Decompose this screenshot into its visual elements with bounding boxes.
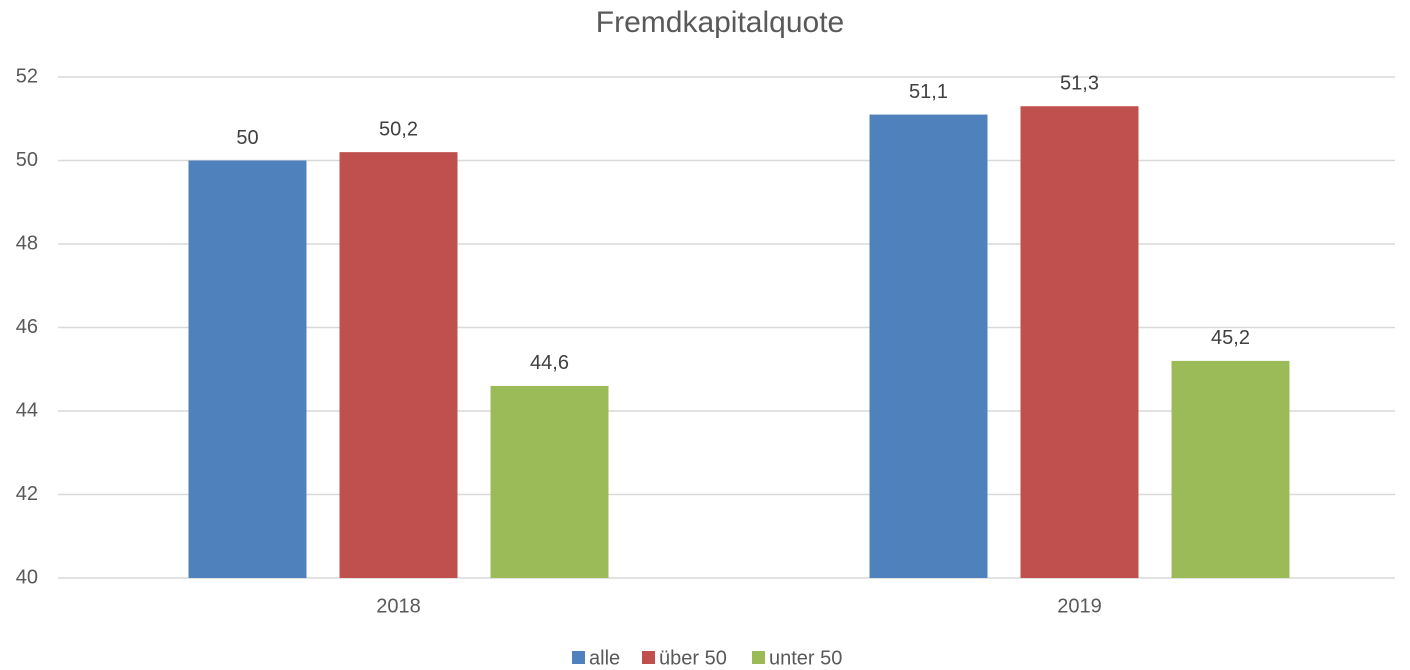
y-tick-label: 44: [16, 399, 38, 421]
bar: [188, 160, 307, 578]
legend-swatch: [572, 651, 585, 664]
data-label: 51,1: [909, 81, 948, 103]
data-label: 50,2: [379, 118, 418, 140]
x-tick-label: 2018: [376, 595, 421, 617]
legend-swatch: [752, 651, 765, 664]
y-tick-label: 42: [16, 483, 38, 505]
bar: [339, 152, 458, 578]
bar: [1020, 106, 1139, 578]
data-label: 44,6: [530, 352, 569, 374]
x-tick-label: 2019: [1057, 595, 1102, 617]
data-label: 45,2: [1211, 327, 1250, 349]
legend-swatch: [642, 651, 655, 664]
y-tick-label: 48: [16, 232, 38, 254]
data-label: 50: [236, 127, 258, 149]
data-label: 51,3: [1060, 73, 1099, 95]
y-tick-label: 40: [16, 566, 38, 588]
y-tick-label: 52: [16, 65, 38, 87]
y-tick-label: 50: [16, 149, 38, 171]
legend-label: über 50: [659, 647, 727, 669]
chart-title: Fremdkapitalquote: [596, 6, 844, 39]
bar: [490, 385, 609, 578]
legend-label: alle: [589, 647, 620, 669]
bar: [869, 114, 988, 578]
legend-label: unter 50: [769, 647, 842, 669]
bar: [1171, 360, 1290, 578]
y-tick-label: 46: [16, 316, 38, 338]
